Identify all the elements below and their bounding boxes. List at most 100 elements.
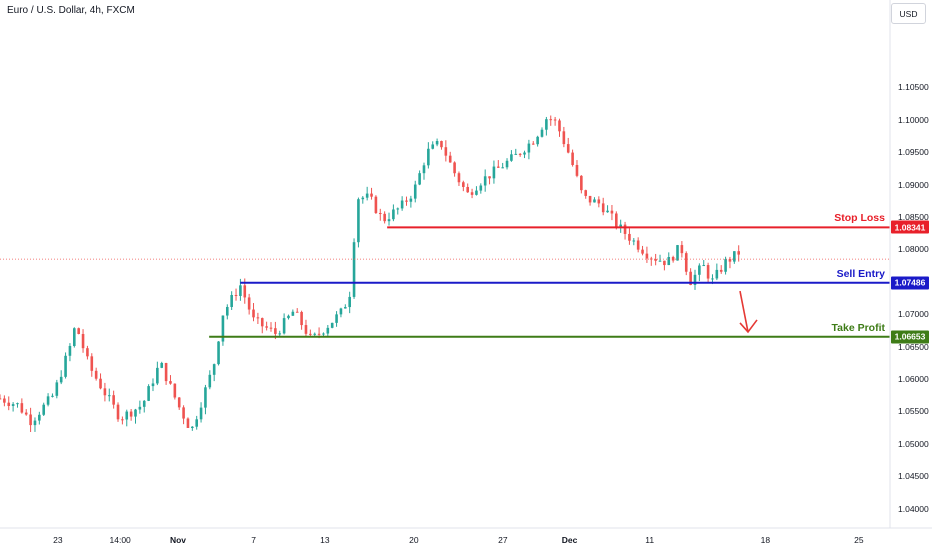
candle-body [514, 153, 518, 155]
candle-body [527, 143, 531, 153]
candle [566, 137, 570, 154]
candle [418, 170, 421, 186]
candle-body [260, 318, 264, 327]
candle [514, 148, 518, 155]
candle [409, 195, 413, 208]
candle [260, 317, 264, 334]
candle [601, 197, 605, 216]
candle-body [125, 411, 129, 420]
candle-body [326, 327, 330, 334]
candle [38, 411, 41, 425]
price-tick-label: 1.08000 [898, 244, 929, 255]
currency-button[interactable]: USD [891, 3, 926, 24]
candle-body [116, 404, 120, 420]
candle [55, 379, 59, 399]
candle-body [330, 322, 334, 328]
candle [138, 400, 142, 414]
candle-body [151, 383, 155, 387]
candle [20, 398, 24, 414]
candle-body [628, 233, 631, 241]
candle [68, 343, 72, 362]
candle-body [243, 285, 247, 298]
candle [636, 237, 640, 253]
candle-body [269, 327, 273, 329]
candle-body [479, 185, 483, 191]
candle [326, 324, 330, 338]
time-tick-label: Nov [169, 535, 187, 545]
candle [470, 188, 474, 199]
candle-body [138, 406, 142, 410]
candle-body [689, 271, 692, 285]
candle [0, 394, 2, 400]
candle-body [510, 154, 513, 161]
candle [553, 116, 557, 126]
candle-body [300, 311, 303, 326]
level-price-tag: 1.06653 [891, 330, 929, 344]
time-tick-label: 23 [53, 535, 63, 545]
candle-body [588, 195, 592, 203]
candle-body [400, 200, 404, 209]
candle [545, 116, 548, 136]
candle-body [177, 397, 181, 408]
time-tick-label: Dec [561, 535, 578, 545]
price-tick-label: 1.06500 [898, 341, 929, 352]
candle-body [3, 398, 6, 403]
candle [453, 161, 456, 177]
candle [77, 327, 80, 335]
candle [676, 244, 679, 261]
down-arrow-icon [739, 290, 758, 334]
candle [628, 228, 631, 245]
candle-body [51, 395, 54, 397]
candle [295, 308, 299, 313]
candle-body [501, 167, 504, 169]
candle [466, 183, 469, 193]
candle-body [440, 141, 443, 148]
candle-body [164, 362, 168, 382]
candle [265, 321, 268, 331]
candle-body [619, 224, 622, 227]
candle-body [632, 240, 636, 242]
candle [654, 253, 657, 266]
candle-body [383, 213, 386, 222]
candle-body [427, 148, 430, 166]
candle-body [667, 257, 671, 266]
level-name-label: Take Profit [831, 321, 885, 334]
candle-body [680, 245, 684, 254]
time-tick-label: 25 [854, 535, 864, 545]
candle-body [20, 403, 24, 413]
level-name-label: Sell Entry [836, 267, 885, 280]
candle-body [217, 341, 220, 365]
price-tick-label: 1.08500 [898, 212, 929, 223]
candle-body [90, 356, 94, 371]
candle-body [59, 376, 63, 383]
candle-body [182, 407, 185, 419]
candle-body [295, 311, 299, 313]
candle-body [274, 328, 277, 334]
candle [698, 263, 701, 282]
candle-body [654, 259, 657, 261]
candle [549, 115, 553, 126]
candle-body [488, 176, 491, 179]
candle [208, 370, 212, 390]
candle-body [584, 190, 588, 196]
candle [632, 238, 636, 246]
candle-body [405, 200, 408, 202]
candle [518, 153, 522, 157]
candle-body [38, 414, 41, 421]
candle-body [357, 199, 360, 243]
candle-body [728, 259, 732, 262]
candle-body [73, 328, 76, 346]
candle [584, 189, 588, 199]
candle-body [396, 208, 400, 210]
candle-body [483, 176, 487, 186]
candle-body [186, 418, 190, 428]
candle [134, 408, 137, 424]
candle [365, 186, 369, 201]
candle-body [374, 196, 378, 214]
price-levels-layer [209, 226, 890, 338]
candle-body [636, 240, 640, 250]
candle-body [142, 400, 146, 407]
candle [448, 151, 452, 163]
candle [116, 402, 120, 422]
